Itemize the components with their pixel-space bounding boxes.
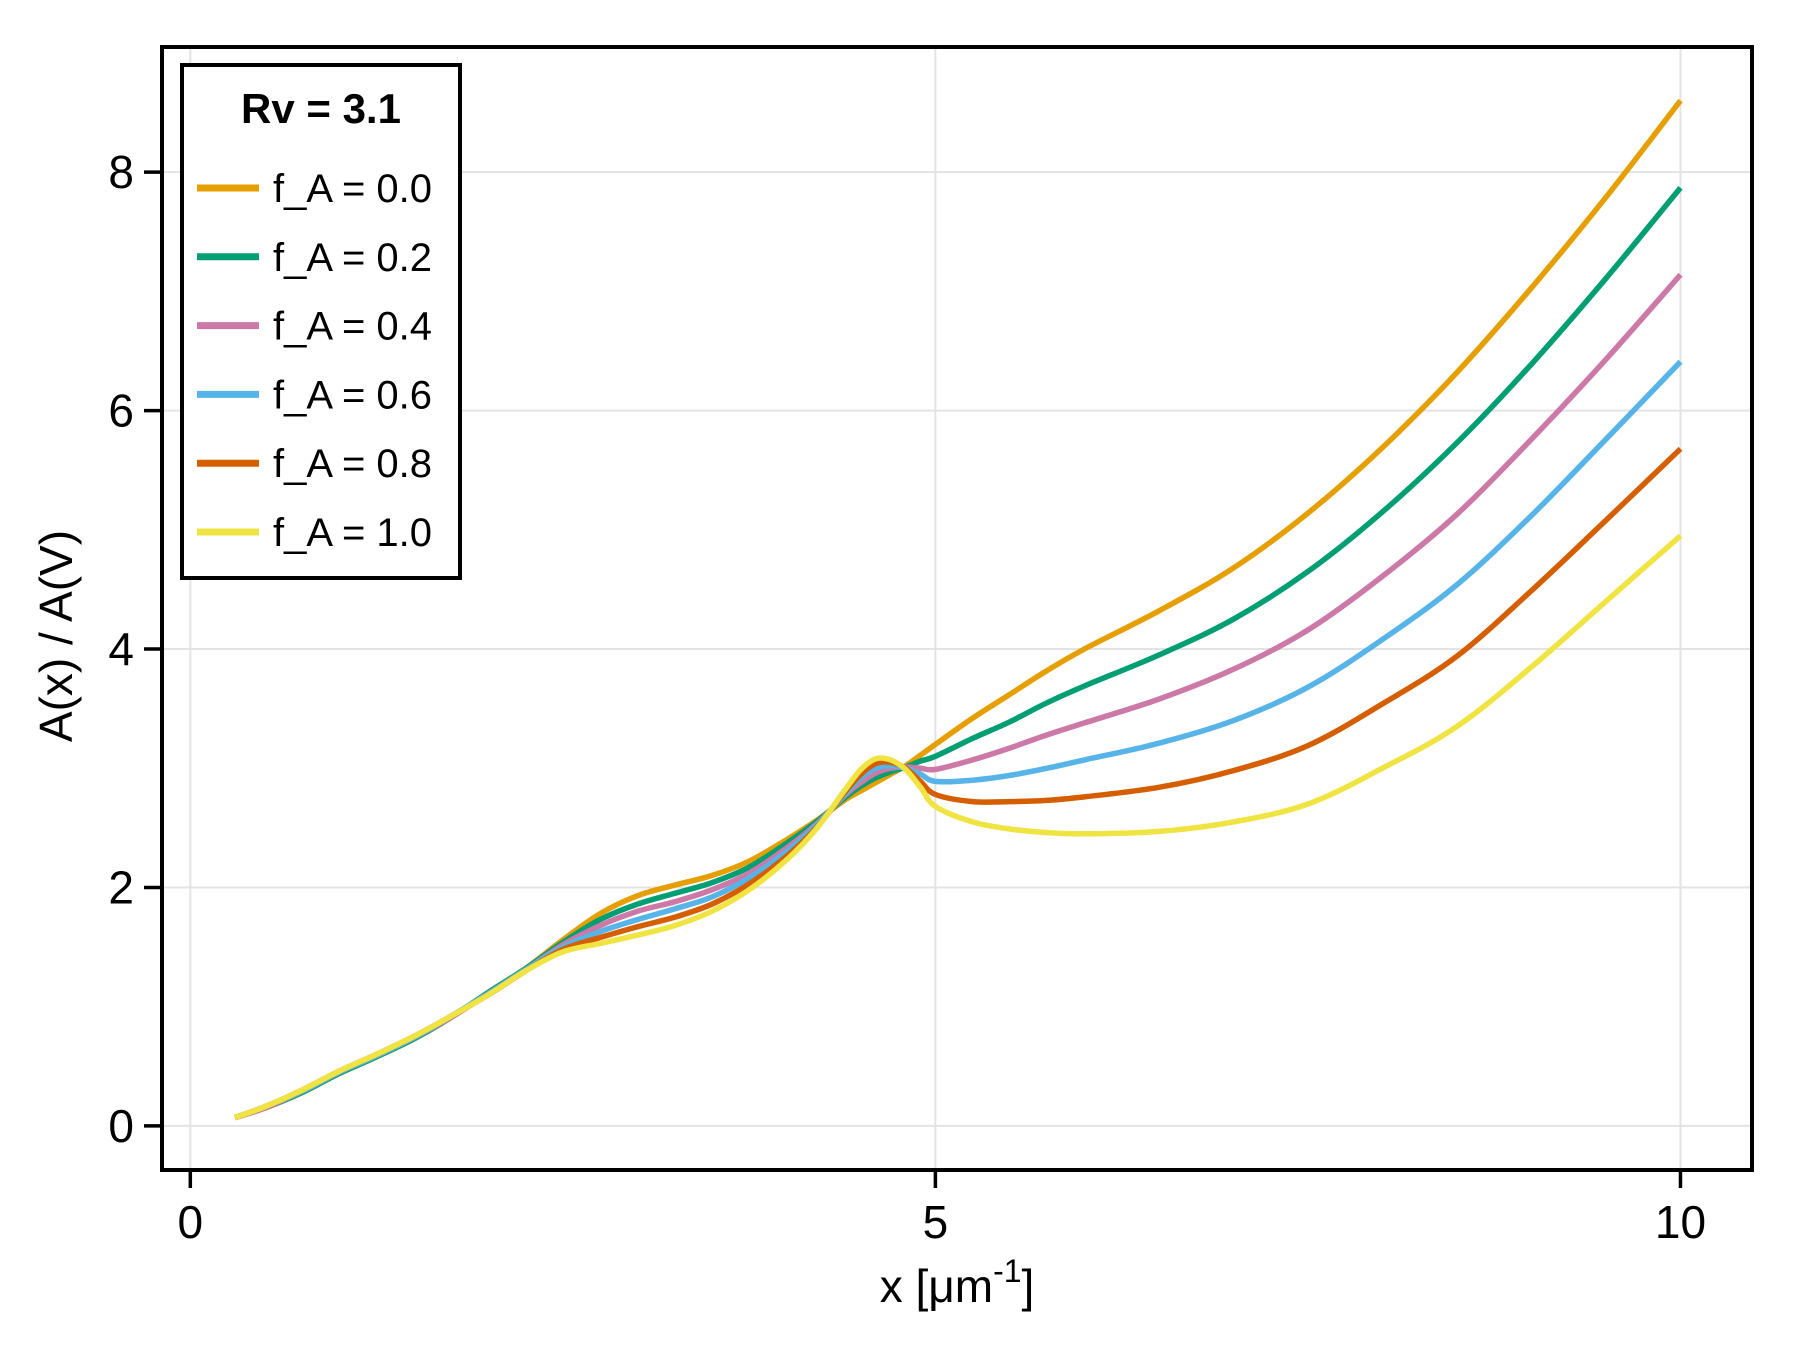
y-axis-label: A(x) / A(V) (30, 530, 82, 742)
legend-label-0.4: f_A = 0.4 (273, 305, 432, 349)
tick-label-y-0: 0 (108, 1100, 134, 1152)
curves (234, 98, 1683, 1121)
legend-label-0.8: f_A = 0.8 (273, 442, 432, 486)
tick-label-y-2: 2 (108, 861, 134, 913)
x-axis-label-main: x [μm (880, 1260, 993, 1312)
legend-entry-0.4: f_A = 0.4 (197, 305, 432, 349)
legend-title: Rv = 3.1 (241, 85, 401, 132)
legend-entries: f_A = 0.0 f_A = 0.2 f_A = 0.4 f_A = 0.6 f_A … (197, 167, 432, 555)
legend-entry-0.0: f_A = 0.0 (197, 167, 432, 211)
axis-tick-labels: 0 5 10 0 2 4 6 8 (108, 146, 1706, 1248)
tick-label-x-5: 5 (923, 1196, 949, 1248)
legend-entry-0.2: f_A = 0.2 (197, 236, 432, 280)
plot-frame (160, 45, 1754, 1172)
tick-label-x-10: 10 (1655, 1196, 1706, 1248)
legend-label-0.0: f_A = 0.0 (273, 167, 432, 211)
legend-label-1.0: f_A = 1.0 (273, 511, 432, 555)
tick-label-x-0: 0 (178, 1196, 204, 1248)
x-axis-label: x [μm-1] (880, 1253, 1035, 1312)
legend-label-0.2: f_A = 0.2 (273, 236, 432, 280)
legend-box (180, 63, 462, 580)
tick-label-y-6: 6 (108, 385, 134, 437)
x-axis-label-close: ] (1022, 1260, 1035, 1312)
legend: Rv = 3.1 f_A = 0.0f_A = 0.2f_A = 0.4f_A … (180, 63, 462, 580)
x-axis-label-superscript: -1 (993, 1253, 1021, 1289)
axis-ticks (144, 170, 1683, 1188)
legend-entry-0.8: f_A = 0.8 (197, 442, 432, 486)
legend-entry-0.6: f_A = 0.6 (197, 373, 432, 417)
tick-label-y-4: 4 (108, 623, 134, 675)
curve-fa-1.0 (234, 533, 1683, 1121)
legend-entry-1.0: f_A = 1.0 (197, 511, 432, 555)
legend-label-0.6: f_A = 0.6 (273, 373, 432, 417)
tick-label-y-8: 8 (108, 146, 134, 198)
